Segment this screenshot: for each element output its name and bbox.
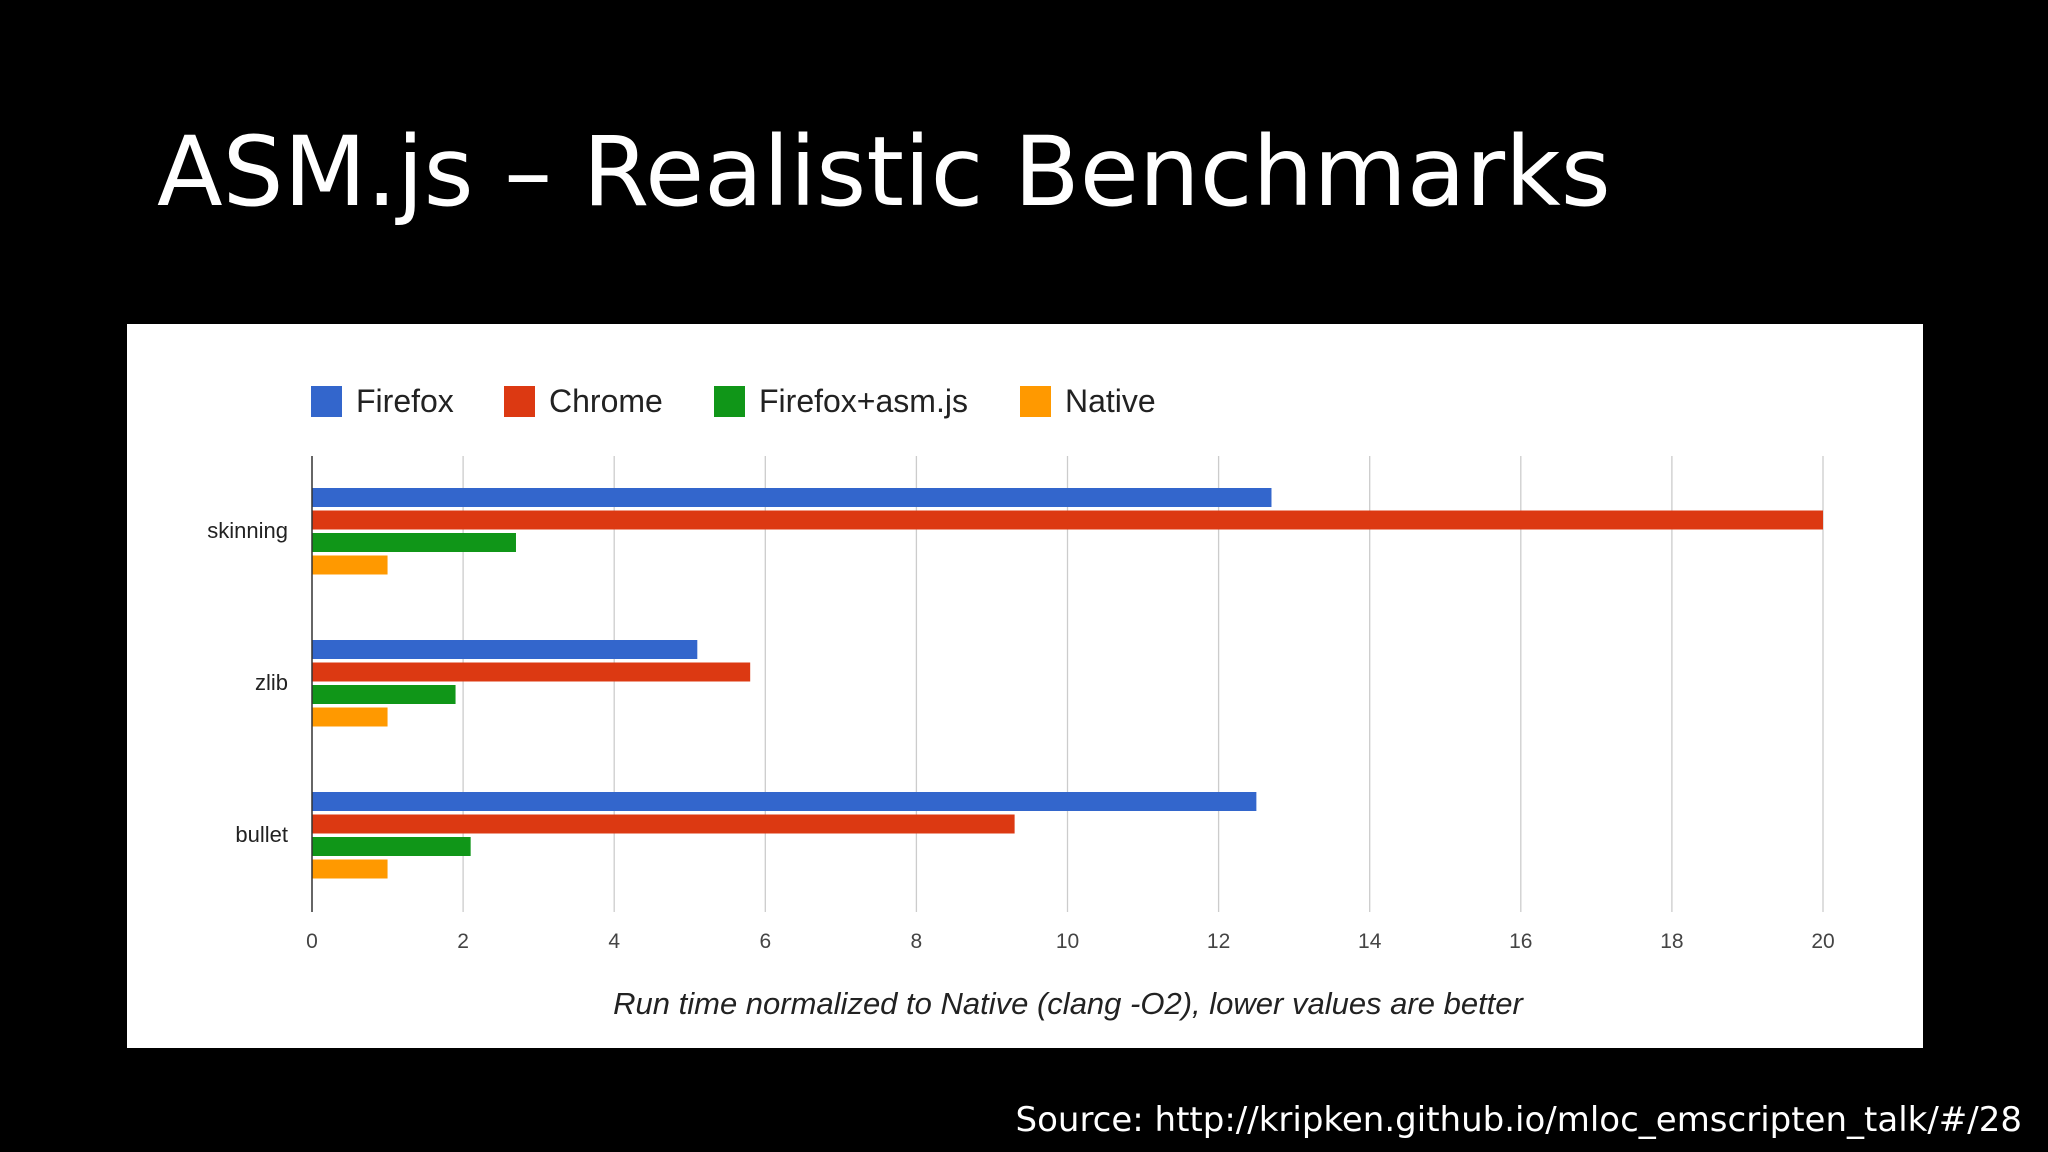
bar-bullet-firefox <box>312 792 1257 811</box>
category-label-bullet: bullet <box>235 822 288 847</box>
category-label-skinning: skinning <box>207 518 288 543</box>
x-tick-label-14: 14 <box>1358 930 1382 953</box>
legend-swatch-chrome <box>504 386 535 417</box>
x-axis-label: Run time normalized to Native (clang -O2… <box>613 986 1524 1021</box>
bar-bullet-firefox-asm-js <box>312 837 471 856</box>
source-citation: Source: http://kripken.github.io/mloc_em… <box>1015 1100 2022 1140</box>
x-tick-label-10: 10 <box>1056 930 1079 953</box>
x-tick-label-8: 8 <box>911 930 923 953</box>
bar-zlib-firefox <box>312 640 698 659</box>
legend-label-chrome: Chrome <box>549 383 663 419</box>
bar-zlib-native <box>312 707 388 727</box>
bar-zlib-firefox-asm-js <box>312 685 456 704</box>
bar-bullet-chrome <box>312 814 1015 834</box>
bar-skinning-firefox-asm-js <box>312 533 516 552</box>
slide-title: ASM.js – Realistic Benchmarks <box>157 116 1611 228</box>
bar-skinning-native <box>312 555 388 575</box>
legend-swatch-firefox <box>311 386 342 417</box>
x-tick-label-18: 18 <box>1660 930 1683 953</box>
legend-label-firefox-asm-js: Firefox+asm.js <box>759 383 968 419</box>
bar-skinning-firefox <box>312 488 1272 507</box>
category-label-zlib: zlib <box>255 670 288 695</box>
x-tick-label-2: 2 <box>457 930 469 953</box>
legend-label-native: Native <box>1065 383 1156 419</box>
x-tick-label-0: 0 <box>306 930 318 953</box>
bar-zlib-chrome <box>312 662 751 682</box>
legend-label-firefox: Firefox <box>356 383 454 419</box>
bar-skinning-chrome <box>312 510 1823 530</box>
chart-panel: 0 2 4 6 8 10 12 14 16 18 20 skinning zlib bullet Firef… <box>127 324 1923 1048</box>
x-tick-label-4: 4 <box>608 930 620 953</box>
bar-chart: 0 2 4 6 8 10 12 14 16 18 20 skinning zlib bullet Firef… <box>207 383 1834 1021</box>
bar-bullet-native <box>312 859 388 879</box>
x-tick-label-6: 6 <box>759 930 771 953</box>
x-tick-label-20: 20 <box>1811 930 1834 953</box>
legend-swatch-native <box>1020 386 1051 417</box>
x-tick-label-12: 12 <box>1207 930 1230 953</box>
legend-swatch-firefox-asm-js <box>714 386 745 417</box>
x-tick-label-16: 16 <box>1509 930 1532 953</box>
